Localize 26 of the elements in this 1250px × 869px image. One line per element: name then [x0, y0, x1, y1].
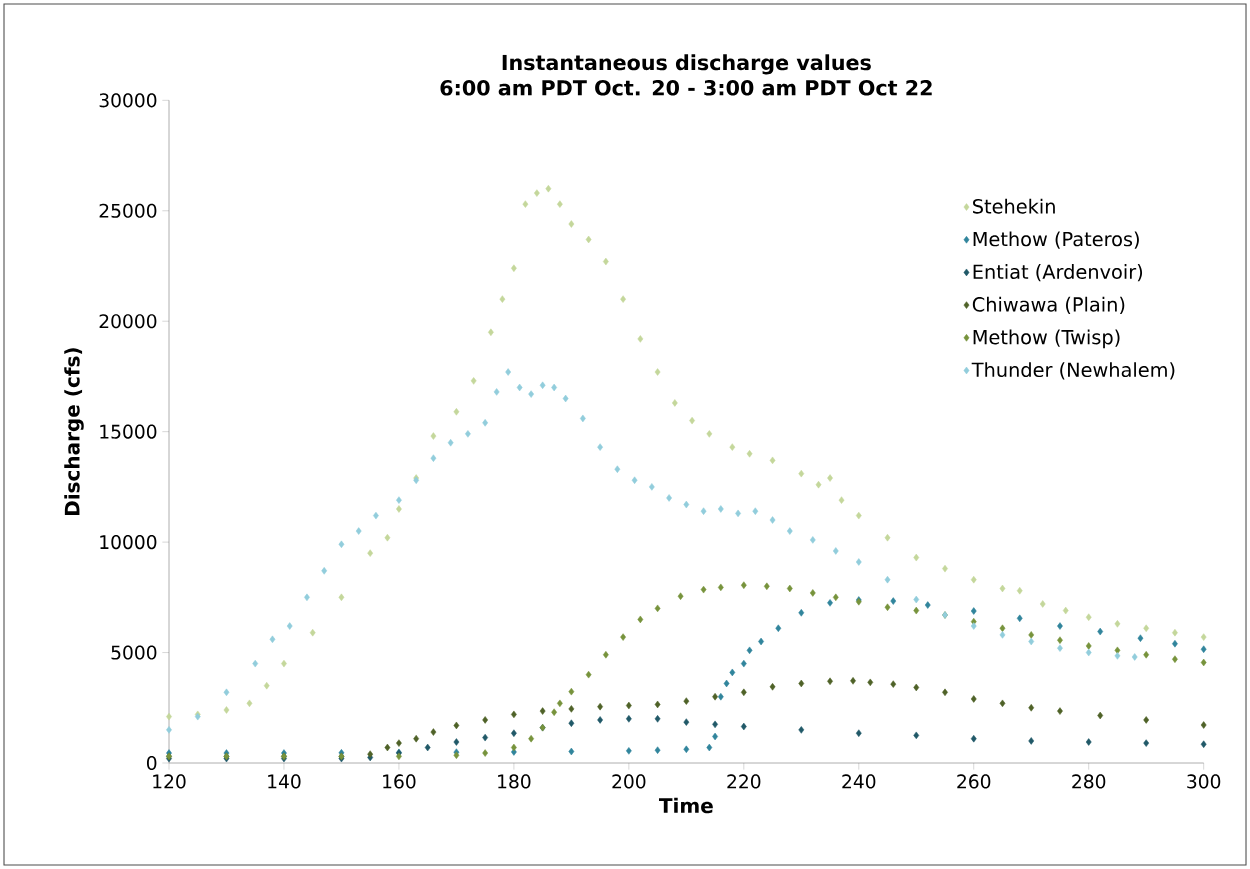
legend-label: Thunder (Newhalem)	[971, 362, 1175, 380]
x-tick-label: 180	[498, 774, 531, 789]
y-tick-label: 30000	[99, 93, 157, 108]
x-tick-label: 300	[1187, 774, 1221, 789]
y-tick-label: 20000	[99, 314, 157, 329]
y-axis-title: Discharge (cfs)	[64, 348, 84, 516]
y-tick-label: 15000	[100, 424, 157, 439]
x-axis-title: Time	[658, 797, 713, 814]
x-tick-label: 120	[153, 774, 186, 789]
chart-title: Instantaneous discharge values 6:00 am PDT Oct. 20 - 3:00 am PDT Oct 22	[440, 54, 932, 96]
y-tick-label: 10000	[100, 535, 157, 550]
x-tick-label: 220	[727, 774, 761, 789]
legend-label: Stehekin	[973, 198, 1055, 214]
x-tick-label: 160	[383, 774, 416, 789]
x-tick-label: 240	[842, 774, 876, 789]
y-tick-label: 5000	[111, 645, 157, 660]
legend-label: Methow (Pateros)	[973, 231, 1139, 249]
y-tick-label: 25000	[99, 203, 157, 218]
legend-label: Chiwawa (Plain)	[972, 296, 1125, 315]
legend-label: Methow (Twisp)	[973, 329, 1120, 349]
x-tick-label: 280	[1072, 774, 1106, 789]
x-tick-label: 200	[612, 774, 646, 789]
x-tick-label: 140	[268, 774, 301, 789]
x-tick-label: 260	[957, 774, 991, 789]
legend-label: Entiat (Ardenvoir)	[973, 264, 1143, 282]
y-tick-label: 0	[146, 755, 157, 771]
